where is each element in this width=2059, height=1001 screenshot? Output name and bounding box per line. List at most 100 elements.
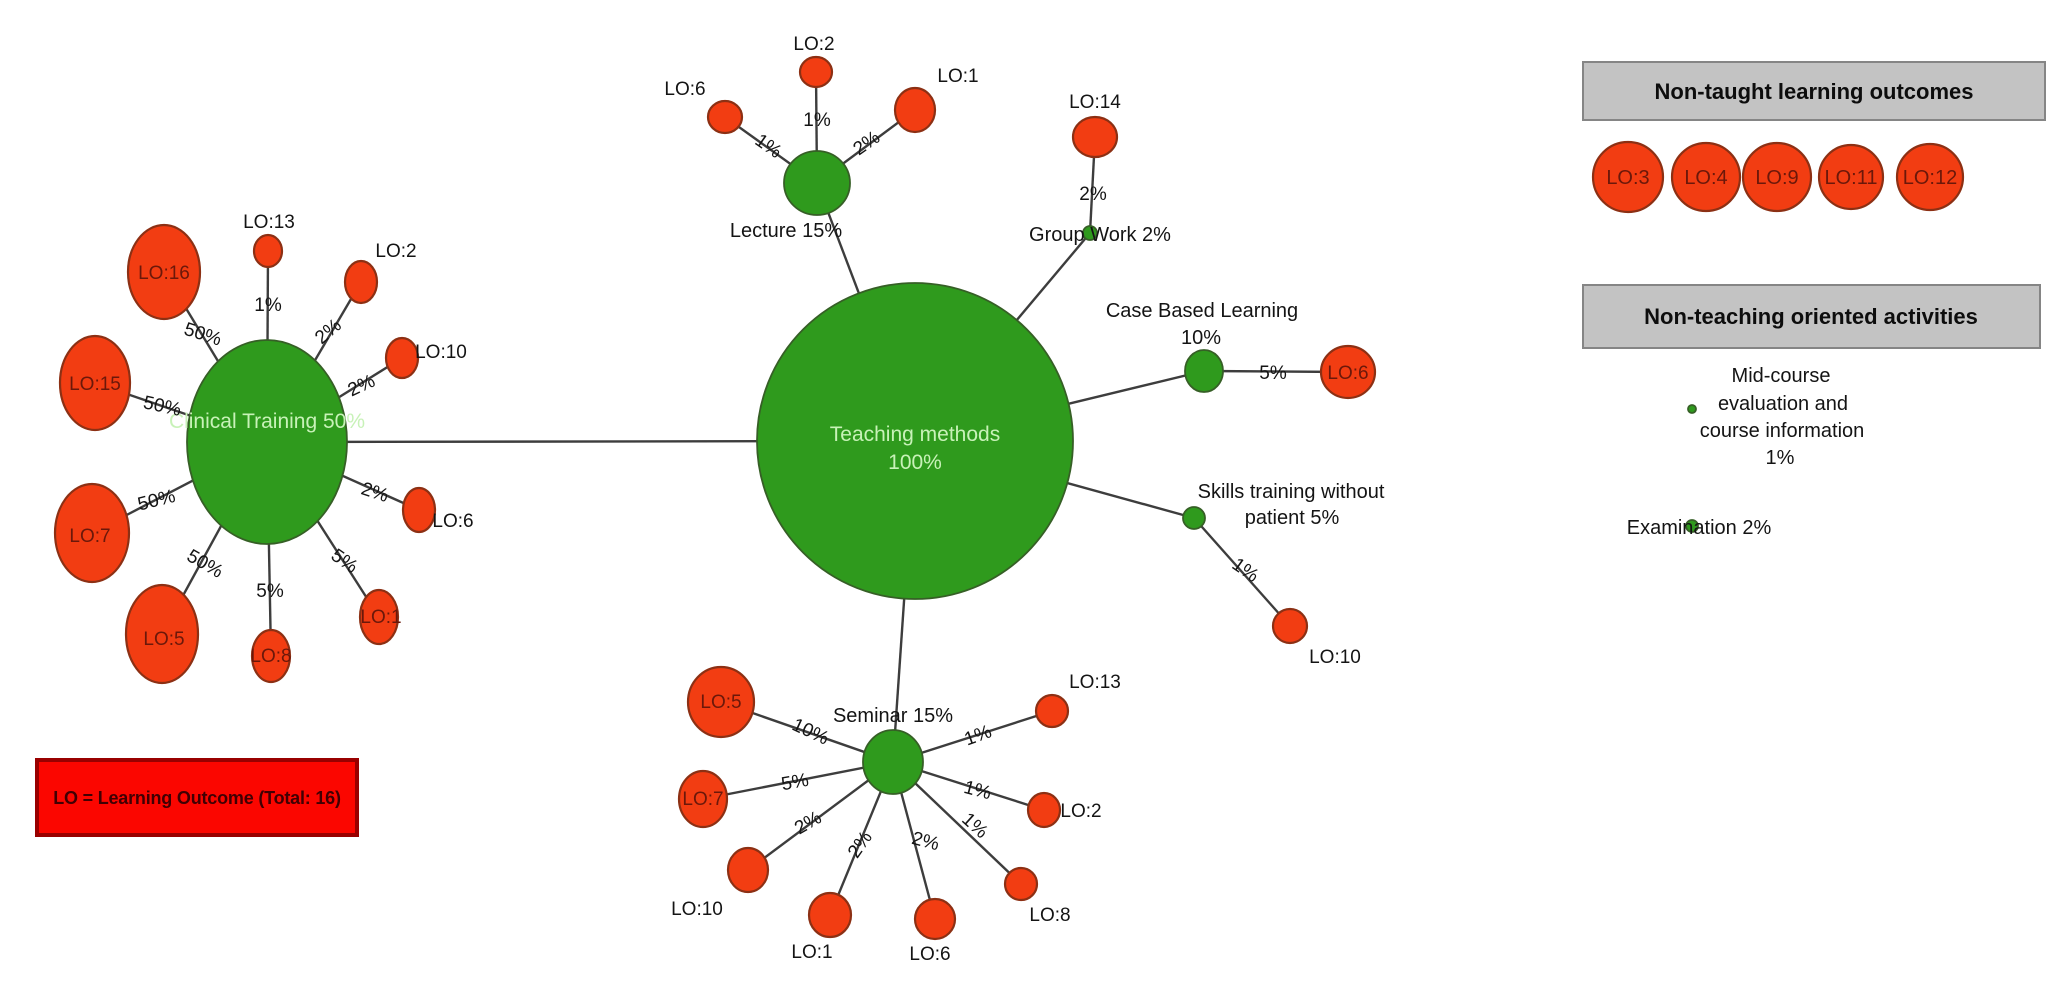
nodes-layer: [53, 55, 1965, 941]
ct-lo15-circle: [58, 334, 132, 432]
key-box-label: LO = Learning Outcome (Total: 16): [53, 788, 341, 808]
gw-lo14-label: LO:14: [1069, 92, 1121, 113]
sem-lo1-label: LO:1: [791, 942, 832, 963]
ct-lo15-pct: 50%: [141, 392, 183, 420]
sem-lo6-pct: 2%: [909, 828, 941, 855]
legend-lo4-label: LO:4: [1684, 167, 1727, 189]
ct-lo6-pct: 2%: [358, 479, 391, 507]
ct-lo16-label: LO:16: [138, 263, 190, 284]
cbl-lo6-pct: 5%: [1259, 363, 1287, 384]
key-box: LO = Learning Outcome (Total: 16): [35, 758, 359, 837]
ct-lo13-label: LO:13: [243, 212, 295, 233]
case-based-learning-circle: [1184, 349, 1224, 393]
ct-lo6-circle: [401, 486, 437, 534]
ct-lo7-label: LO:7: [69, 526, 110, 547]
group-work-dot: [1082, 225, 1098, 241]
ct-lo10-circle: [384, 336, 420, 380]
ct-lo5-label: LO:5: [143, 629, 184, 650]
ct-lo2-pct: 2%: [311, 315, 346, 349]
sem-lo1-circle: [807, 891, 853, 939]
sk-lo10-label: LO:10: [1309, 647, 1361, 668]
non-teaching-header-label: Non-teaching oriented activities: [1644, 304, 1978, 329]
sem-lo5-pct: 10%: [789, 714, 832, 749]
ct-lo1-label: LO:1: [360, 607, 401, 628]
lec-lo6-label: LO:6: [664, 79, 705, 100]
sem-lo8-circle: [1003, 866, 1039, 902]
lec-lo1-circle: [893, 86, 937, 134]
teaching-methods-label-line1: Teaching methods: [830, 423, 1000, 446]
teaching-methods-circle: [756, 282, 1074, 600]
non-taught-header-box: [1582, 61, 2046, 121]
sem-lo2-label: LO:2: [1060, 801, 1101, 822]
legend-lo11-label: LO:11: [1825, 167, 1878, 189]
examination-label: Examination 2%: [1627, 517, 1772, 539]
sem-lo1-pct: 2%: [844, 827, 877, 862]
midcourse-label-line2: evaluation and: [1718, 393, 1848, 415]
non-teaching-header-box: [1582, 284, 2041, 349]
lec-lo1-label: LO:1: [937, 66, 978, 87]
sem-lo5-circle: [686, 665, 756, 739]
lec-lo2-pct: 1%: [803, 110, 831, 131]
seminar-label: Seminar 15%: [833, 705, 953, 727]
examination-dot: [1685, 519, 1699, 533]
key-box-rect: [35, 758, 359, 837]
legend-lo4-circle: [1670, 141, 1742, 213]
lec-lo2-label: LO:2: [793, 34, 834, 55]
legend-lo3-label: LO:3: [1606, 167, 1649, 189]
sem-lo10-label: LO:10: [671, 899, 723, 920]
ct-lo2-circle: [343, 259, 379, 305]
sem-lo6-circle: [913, 897, 957, 941]
legend-lo11-circle: [1817, 143, 1885, 211]
cbl-label-line2: 10%: [1181, 327, 1221, 349]
legend-lo9-label: LO:9: [1755, 167, 1798, 189]
lecture-label: Lecture 15%: [730, 220, 843, 242]
ct-lo15-label: LO:15: [69, 374, 121, 395]
midcourse-label-line4: 1%: [1766, 447, 1795, 469]
ct-lo16-pct: 50%: [181, 319, 224, 351]
midcourse-label-line1: Mid-course: [1732, 365, 1831, 387]
ct-lo8-label: LO:8: [250, 646, 291, 667]
ct-lo8-circle: [250, 628, 292, 684]
edge-skills-lo10: [1193, 517, 1291, 627]
midcourse-dot: [1687, 404, 1697, 414]
sem-lo7-pct: 5%: [780, 770, 811, 795]
legend-lo9-circle: [1741, 141, 1813, 213]
lec-lo2-circle: [798, 55, 834, 89]
skills-label-line2: patient 5%: [1245, 507, 1340, 529]
lecture-circle: [783, 150, 851, 216]
sem-lo13-label: LO:13: [1069, 672, 1121, 693]
legend-lo12-label: LO:12: [1903, 167, 1957, 189]
legend-lo3-circle: [1591, 140, 1665, 214]
ct-lo13-circle: [252, 233, 284, 269]
legend-non-teaching-header: Non-teaching oriented activities: [1582, 284, 2041, 349]
ct-lo16-circle: [126, 223, 202, 321]
edge-sem-lo7: [702, 760, 894, 801]
sem-lo6-label: LO:6: [909, 944, 950, 965]
sem-lo13-pct: 1%: [962, 721, 995, 750]
ct-lo7-pct: 50%: [136, 486, 178, 516]
ct-lo13-pct: 1%: [254, 295, 282, 316]
ct-lo8-pct: 5%: [256, 581, 284, 602]
sem-lo7-label: LO:7: [682, 789, 723, 810]
gw-lo14-pct: 2%: [1079, 184, 1107, 205]
sk-lo10-pct: 1%: [1228, 554, 1263, 587]
lec-lo6-circle: [706, 99, 744, 135]
ct-lo2-label: LO:2: [375, 241, 416, 262]
sem-lo13-circle: [1034, 693, 1070, 729]
sk-lo10-circle: [1271, 607, 1309, 645]
non-taught-header-label: Non-taught learning outcomes: [1655, 79, 1974, 104]
ct-lo1-circle: [358, 588, 400, 646]
sem-lo2-pct: 1%: [961, 777, 993, 804]
ct-lo7-circle: [53, 482, 131, 584]
skills-training-dot: [1182, 506, 1206, 530]
sem-lo2-circle: [1026, 791, 1062, 829]
teaching-methods-label-line2: 100%: [888, 451, 942, 474]
cbl-label-line1: Case Based Learning: [1106, 300, 1298, 322]
midcourse-label-line3: course information: [1700, 420, 1865, 442]
seminar-circle: [862, 729, 924, 795]
cbl-lo6-circle: [1319, 344, 1377, 400]
sem-lo8-pct: 1%: [957, 809, 992, 843]
skills-label-line1: Skills training without: [1198, 481, 1385, 503]
